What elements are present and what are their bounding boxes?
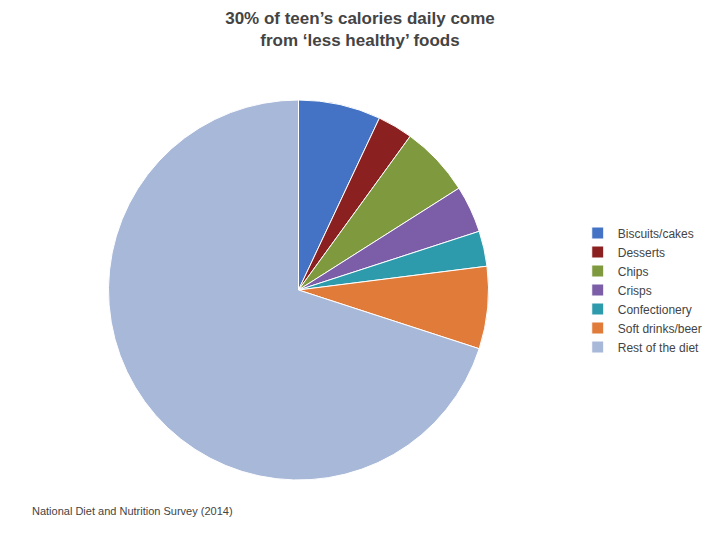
- svg-text:Rest of the diet: Rest of the diet: [618, 341, 699, 355]
- svg-text:Chips: Chips: [618, 265, 649, 279]
- svg-text:Confectionery: Confectionery: [618, 303, 692, 317]
- svg-text:Crisps: Crisps: [618, 284, 652, 298]
- svg-text:Soft drinks/beer: Soft drinks/beer: [618, 322, 702, 336]
- svg-text:Biscuits/cakes: Biscuits/cakes: [618, 227, 694, 241]
- svg-text:30% of teen’s calories daily c: 30% of teen’s calories daily comefrom ‘l…: [225, 9, 495, 50]
- svg-text:Desserts: Desserts: [618, 246, 665, 260]
- svg-text:National Diet and Nutrition Su: National Diet and Nutrition Survey (2014…: [32, 505, 233, 517]
